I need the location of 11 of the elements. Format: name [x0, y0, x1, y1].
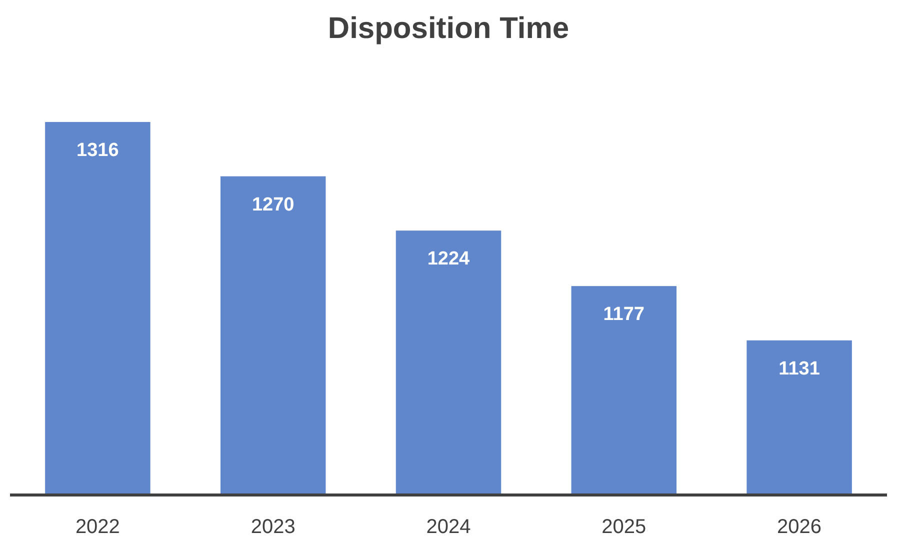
chart-title: Disposition Time: [328, 12, 570, 45]
data-label: 1270: [252, 194, 294, 216]
data-label: 1316: [76, 140, 119, 161]
x-tick-label: 2025: [602, 516, 646, 538]
x-tick-label: 2022: [75, 516, 120, 538]
data-label: 1224: [427, 248, 470, 270]
x-tick-label: 2026: [777, 516, 822, 538]
x-tick-label: 2024: [426, 516, 471, 538]
data-label: 1177: [603, 304, 645, 326]
x-tick-label: 2023: [250, 516, 296, 538]
data-label: 1131: [778, 358, 820, 380]
